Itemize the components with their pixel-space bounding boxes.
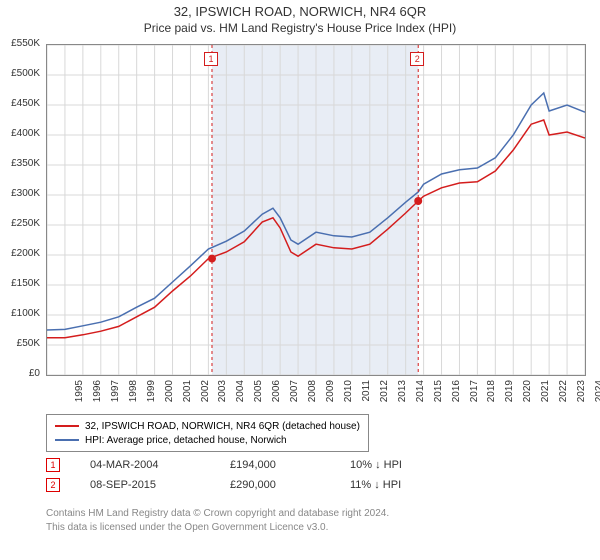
legend-swatch (55, 425, 79, 427)
x-tick-label: 2014 (415, 380, 426, 410)
chart-svg (47, 45, 585, 375)
sale-marker-icon: 2 (46, 478, 60, 492)
legend-box: 32, IPSWICH ROAD, NORWICH, NR4 6QR (deta… (46, 414, 369, 452)
y-tick-label: £100K (0, 308, 40, 319)
sale-date: 08-SEP-2015 (90, 479, 200, 491)
y-tick-label: £150K (0, 278, 40, 289)
marker-box: 1 (204, 52, 218, 66)
x-tick-label: 1997 (110, 380, 121, 410)
x-tick-label: 2003 (217, 380, 228, 410)
y-tick-label: £550K (0, 38, 40, 49)
footer-line-1: Contains HM Land Registry data © Crown c… (46, 508, 389, 519)
legend-row: HPI: Average price, detached house, Norw… (55, 433, 360, 447)
x-tick-label: 2006 (271, 380, 282, 410)
y-tick-label: £50K (0, 338, 40, 349)
legend-swatch (55, 439, 79, 441)
y-tick-label: £350K (0, 158, 40, 169)
sale-row: 2 08-SEP-2015 £290,000 11% ↓ HPI (46, 478, 401, 492)
x-tick-label: 2002 (200, 380, 211, 410)
legend-row: 32, IPSWICH ROAD, NORWICH, NR4 6QR (deta… (55, 419, 360, 433)
legend-label: 32, IPSWICH ROAD, NORWICH, NR4 6QR (deta… (85, 421, 360, 432)
legend-label: HPI: Average price, detached house, Norw… (85, 435, 287, 446)
x-tick-label: 2019 (504, 380, 515, 410)
sale-date: 04-MAR-2004 (90, 459, 200, 471)
x-tick-label: 2011 (361, 380, 372, 410)
y-tick-label: £450K (0, 98, 40, 109)
y-tick-label: £500K (0, 68, 40, 79)
x-tick-label: 2007 (289, 380, 300, 410)
x-tick-label: 2005 (253, 380, 264, 410)
x-tick-label: 2022 (558, 380, 569, 410)
sale-row: 1 04-MAR-2004 £194,000 10% ↓ HPI (46, 458, 402, 472)
page-title: 32, IPSWICH ROAD, NORWICH, NR4 6QR (0, 0, 600, 19)
sale-price: £194,000 (230, 459, 320, 471)
x-tick-label: 2015 (433, 380, 444, 410)
y-tick-label: £250K (0, 218, 40, 229)
x-tick-label: 2000 (164, 380, 175, 410)
marker-box: 2 (410, 52, 424, 66)
x-tick-label: 2013 (397, 380, 408, 410)
x-tick-label: 2016 (451, 380, 462, 410)
footer-line-2: This data is licensed under the Open Gov… (46, 522, 328, 533)
x-tick-label: 1995 (74, 380, 85, 410)
sale-marker-icon: 1 (46, 458, 60, 472)
y-tick-label: £400K (0, 128, 40, 139)
sale-diff: 10% ↓ HPI (350, 459, 402, 471)
sale-diff: 11% ↓ HPI (350, 479, 401, 491)
x-tick-label: 2021 (540, 380, 551, 410)
x-tick-label: 2004 (235, 380, 246, 410)
x-tick-label: 2008 (307, 380, 318, 410)
x-tick-label: 2023 (576, 380, 587, 410)
x-tick-label: 1999 (146, 380, 157, 410)
y-tick-label: £200K (0, 248, 40, 259)
page-subtitle: Price paid vs. HM Land Registry's House … (0, 19, 600, 35)
x-tick-label: 2020 (522, 380, 533, 410)
x-tick-label: 2017 (469, 380, 480, 410)
x-tick-label: 1998 (128, 380, 139, 410)
x-tick-label: 2009 (325, 380, 336, 410)
x-tick-label: 2010 (343, 380, 354, 410)
x-tick-label: 2001 (182, 380, 193, 410)
x-tick-label: 2012 (379, 380, 390, 410)
y-tick-label: £0 (0, 368, 40, 379)
sale-price: £290,000 (230, 479, 320, 491)
chart-plot (46, 44, 586, 376)
x-tick-label: 2024 (594, 380, 600, 410)
x-tick-label: 1996 (92, 380, 103, 410)
x-tick-label: 2018 (486, 380, 497, 410)
y-tick-label: £300K (0, 188, 40, 199)
